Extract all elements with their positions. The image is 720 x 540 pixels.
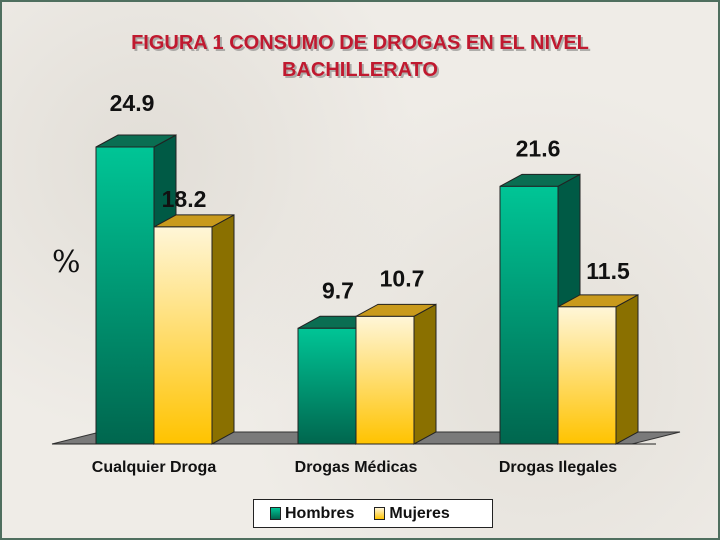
bar-side-c2-s1 [615, 293, 639, 445]
data-labels-group: 24.9 18.2 9.7 10.7 21.6 11.5 [110, 90, 630, 303]
x-tick-label-0: Cualquier Droga [92, 459, 217, 476]
chart-title-line2: BACHILLERATO [282, 59, 438, 81]
bar-side-c0-s1 [211, 214, 235, 445]
legend-swatch-hombres [270, 507, 281, 520]
chart-title-line2-shadow: BACHILLERATO [284, 61, 440, 83]
data-label-c1-s1: 10.7 [380, 265, 425, 291]
bar-side-c1-s1 [413, 303, 437, 445]
bar-c0-s0 [95, 146, 155, 445]
legend-item-hombres: Hombres [270, 505, 354, 523]
chart-title-line1-shadow: FIGURA 1 CONSUMO DE DROGAS EN EL NIVEL [133, 34, 591, 56]
legend-label-mujeres: Mujeres [389, 504, 450, 522]
legend-label-hombres: Hombres [285, 504, 355, 522]
legend-item-mujeres: Mujeres [374, 504, 450, 523]
data-label-c0-s0: 24.9 [110, 90, 155, 116]
bar-c1-s1 [355, 315, 415, 445]
y-axis-label: % [52, 245, 81, 280]
legend: Hombres Mujeres [253, 499, 493, 528]
data-label-c0-s1: 18.2 [162, 186, 207, 212]
data-label-c2-s1: 11.5 [586, 258, 630, 284]
bars-group [95, 134, 639, 445]
bar-c2-s0 [499, 185, 559, 445]
bar-c1-s0 [297, 327, 357, 445]
data-label-c1-s0: 9.7 [322, 277, 354, 303]
tick-labels-group: Cualquier Droga Drogas Médicas Drogas Ileg… [92, 459, 617, 476]
x-tick-label-2: Drogas Ilegales [499, 459, 617, 476]
bar-c2-s1 [557, 306, 617, 445]
x-tick-label-1: Drogas Médicas [295, 459, 418, 476]
bar-c0-s1 [153, 226, 213, 445]
data-label-c2-s0: 21.6 [516, 135, 561, 161]
legend-swatch-mujeres [374, 507, 386, 520]
chart-title-line1: FIGURA 1 CONSUMO DE DROGAS EN EL NIVEL [131, 32, 589, 54]
